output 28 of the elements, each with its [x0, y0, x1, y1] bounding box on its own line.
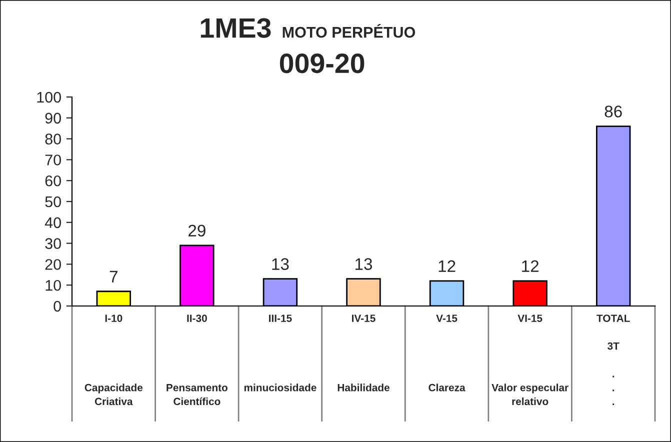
- category-label: IV-15 Habilidade: [338, 314, 390, 392]
- y-tick-label: 100: [37, 92, 61, 103]
- y-tick-label: 10: [46, 280, 61, 291]
- category-label: II-30 Pensamento Científico: [166, 314, 228, 406]
- y-tick-label: 0: [54, 300, 61, 312]
- y-tick-label: 30: [45, 238, 61, 249]
- data-label: 13: [356, 258, 372, 270]
- y-tick-label: 80: [45, 134, 61, 144]
- data-label: 7: [110, 270, 118, 282]
- category-label: I-10 Capacidade Criativa: [84, 314, 143, 406]
- chart-subtitle: MOTO PERPÉTUO: [282, 24, 416, 38]
- y-tick-label: 20: [45, 259, 61, 270]
- data-label: 13: [272, 258, 289, 270]
- data-label: 12: [522, 260, 539, 272]
- y-tick-label: 60: [45, 175, 61, 186]
- y-tick-label: 50: [45, 196, 61, 208]
- y-tick-label: 90: [45, 112, 61, 124]
- category-label: V-15 Clareza: [428, 314, 466, 392]
- data-label: 86: [604, 106, 622, 118]
- chart-title: 1ME3: [200, 18, 271, 38]
- data-label: 12: [438, 260, 456, 272]
- category-label: TOTAL 3T . . .: [596, 314, 630, 406]
- text: 009-20: [280, 54, 364, 74]
- category-label: VI-15 Valor especular relativo: [492, 314, 568, 406]
- y-tick-label: 40: [44, 217, 61, 228]
- category-label: III-15 minuciosidade: [244, 314, 316, 392]
- y-tick-label: 70: [45, 154, 61, 166]
- data-label: 29: [188, 224, 206, 237]
